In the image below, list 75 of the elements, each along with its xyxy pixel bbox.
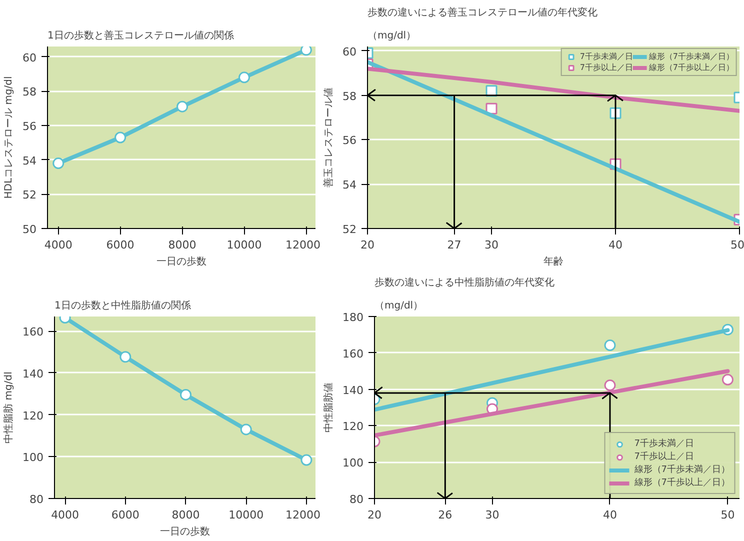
y-axis-title: HDLコレステロール mg/dl [4, 76, 15, 199]
x-axis-title: 年齢 [544, 256, 564, 268]
y-tick-label: 160 [342, 347, 364, 360]
point [120, 351, 132, 363]
y-tick-label: 140 [22, 367, 44, 380]
point [604, 380, 616, 392]
y-tick-label: 52 [22, 188, 37, 202]
x-tick-label: 27 [447, 238, 462, 252]
point [604, 340, 616, 351]
y-tick-label: 58 [342, 90, 357, 103]
point [52, 158, 64, 169]
y-tick-label: 50 [22, 223, 37, 236]
y-axis-title: 中性脂肪値 [322, 382, 335, 432]
y-tick-label: 60 [342, 45, 357, 58]
y-tick-label: 180 [342, 311, 364, 324]
point [238, 72, 250, 84]
point [176, 100, 188, 112]
x-tick-label: 6000 [106, 238, 134, 252]
x-tick-label: 4000 [51, 508, 80, 522]
x-tick-label: 4000 [44, 238, 72, 252]
legend-label: 7千歩未満／日 [580, 51, 633, 62]
legend-label: 7千歩以上／日 [580, 62, 633, 73]
point [722, 374, 734, 386]
chart-title: 歩数の違いによる善玉コレステロール値の年代変化 [368, 6, 598, 18]
x-tick-label: 10000 [228, 508, 264, 522]
x-tick-label: 50 [720, 508, 735, 522]
x-tick-label: 8000 [172, 508, 200, 522]
x-tick-label: 10000 [226, 238, 262, 252]
y-tick-label: 100 [342, 456, 364, 470]
x-tick-label: 12000 [286, 238, 321, 252]
chart-title: 歩数の違いによる中性脂肪値の年代変化 [374, 276, 554, 288]
legend-label: 線形（7千歩未満／日） [648, 51, 734, 62]
x-tick-label: 20 [360, 238, 374, 252]
chart-title: 1日の歩数と中性脂肪値の関係 [54, 300, 191, 312]
y-tick-label: 80 [30, 493, 44, 506]
x-tick-label: 12000 [286, 508, 321, 522]
chart-title: 1日の歩数と善玉コレステロール値の関係 [48, 30, 234, 42]
y-tick-label: 80 [350, 493, 364, 506]
x-tick-label: 26 [438, 508, 452, 522]
point [300, 46, 312, 56]
legend-label: 7千歩以上／日 [634, 450, 694, 463]
y-tick-label: 120 [22, 409, 44, 422]
y-axis-title: 善玉コレステロール値 [322, 88, 335, 188]
x-tick-label: 30 [485, 508, 500, 522]
legend-label: 線形（7千歩以上／日） [648, 62, 734, 73]
y-tick-label: 52 [342, 223, 357, 236]
y-tick-label: 58 [22, 86, 37, 99]
text: （mg/dl） [368, 30, 416, 42]
x-tick-label: 20 [368, 508, 382, 522]
point [300, 454, 312, 466]
x-axis-title: 一日の歩数 [156, 256, 206, 268]
y-tick-label: 56 [342, 134, 357, 148]
point [114, 132, 126, 144]
point [240, 424, 252, 436]
x-tick-label: 40 [602, 508, 617, 522]
y-tick-label: 120 [342, 420, 364, 434]
legend-label: 線形（7千歩以上／日） [634, 476, 730, 489]
x-tick-label: 50 [730, 238, 744, 252]
y-tick-label: 54 [22, 154, 37, 168]
x-tick-label: 40 [608, 238, 622, 252]
x-axis-title: 一日の歩数 [160, 526, 210, 538]
y-tick-label: 100 [22, 451, 44, 464]
y-tick-label: 160 [22, 326, 44, 339]
y-tick-label: 140 [342, 384, 364, 397]
text: （mg/dl） [374, 300, 424, 312]
y-tick-label: 56 [22, 120, 37, 133]
x-tick-label: 6000 [111, 508, 140, 522]
x-tick-label: 8000 [168, 238, 196, 252]
y-axis-title: 中性脂肪 mg/dl [2, 372, 15, 444]
y-tick-label: 60 [22, 51, 37, 64]
y-tick-label: 54 [342, 178, 357, 192]
point [180, 389, 192, 400]
x-tick-label: 30 [484, 238, 498, 252]
legend-label: 線形（7千歩未満／日） [634, 464, 730, 476]
legend-label: 7千歩未満／日 [634, 438, 694, 450]
